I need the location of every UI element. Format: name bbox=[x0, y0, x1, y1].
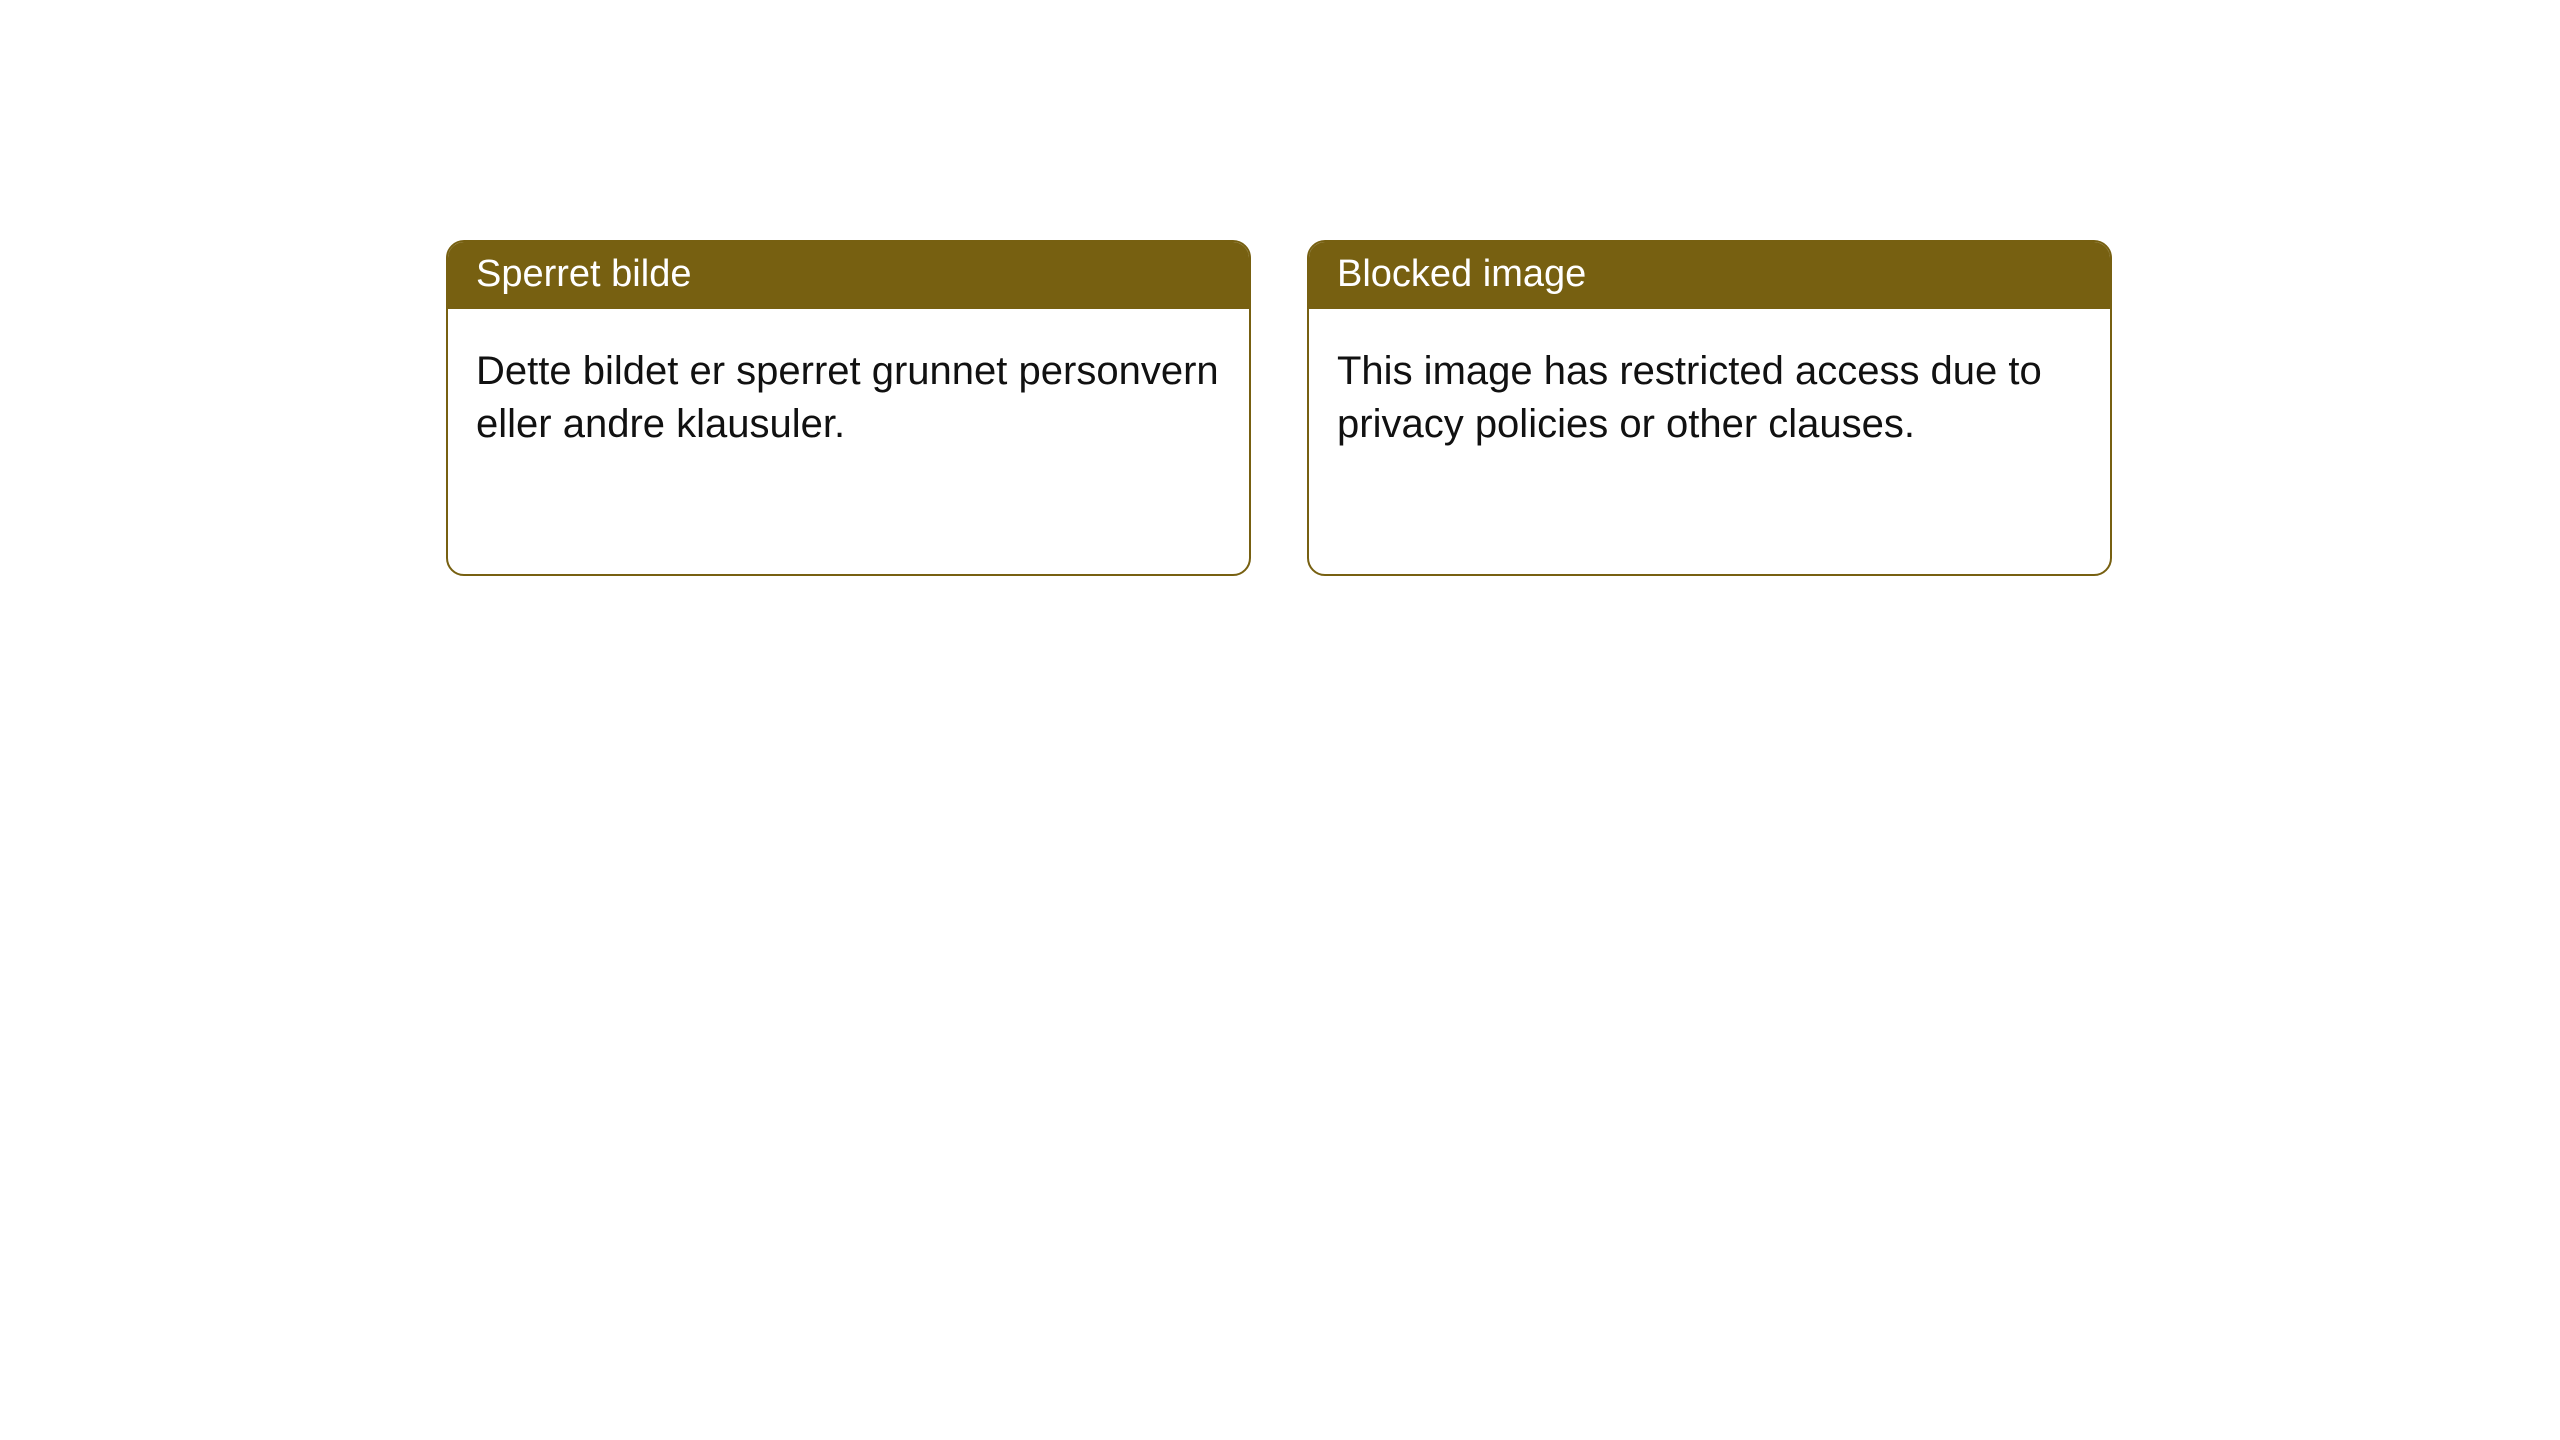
notice-title: Blocked image bbox=[1309, 242, 2110, 309]
notice-card-norwegian: Sperret bilde Dette bildet er sperret gr… bbox=[446, 240, 1251, 576]
notice-body: Dette bildet er sperret grunnet personve… bbox=[448, 309, 1249, 487]
notice-body: This image has restricted access due to … bbox=[1309, 309, 2110, 487]
notice-container: Sperret bilde Dette bildet er sperret gr… bbox=[0, 0, 2560, 576]
notice-card-english: Blocked image This image has restricted … bbox=[1307, 240, 2112, 576]
notice-title: Sperret bilde bbox=[448, 242, 1249, 309]
